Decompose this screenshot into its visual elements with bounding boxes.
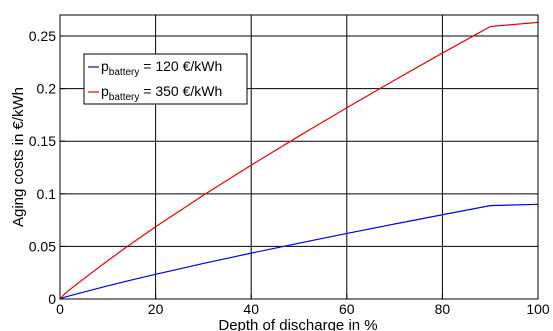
x-tick-label: 100 (526, 301, 550, 317)
x-tick-label: 60 (339, 301, 355, 317)
plot-frame (59, 14, 539, 300)
y-tick-label: 0.15 (29, 133, 56, 149)
x-axis-label: Depth of discharge in % (218, 317, 377, 331)
x-tick-label: 40 (243, 301, 259, 317)
legend-entry-2: pbattery = 350 €/kWh (101, 83, 222, 103)
axis-ticks: 0 20 40 60 80 100 0 0.05 0.1 0.15 0.2 0.25 (29, 28, 550, 317)
y-axis-label: Aging costs in €/kWh (10, 87, 27, 227)
legend: pbattery = 120 €/kWh pbattery = 350 €/kWh (83, 53, 248, 105)
y-tick-label: 0.2 (37, 81, 57, 97)
x-tick-label: 0 (56, 301, 64, 317)
y-tick-label: 0 (48, 291, 56, 307)
legend-box (83, 53, 248, 105)
y-tick-label: 0.05 (29, 238, 56, 254)
y-tick-label: 0.25 (29, 28, 56, 44)
series-layer (59, 21, 539, 300)
x-tick-label: 80 (435, 301, 451, 317)
series-line-2 (59, 21, 539, 300)
x-tick-label: 20 (148, 301, 164, 317)
y-tick-label: 0.1 (37, 186, 57, 202)
legend-entry-1: pbattery = 120 €/kWh (101, 58, 222, 78)
series-line-1 (59, 203, 539, 300)
